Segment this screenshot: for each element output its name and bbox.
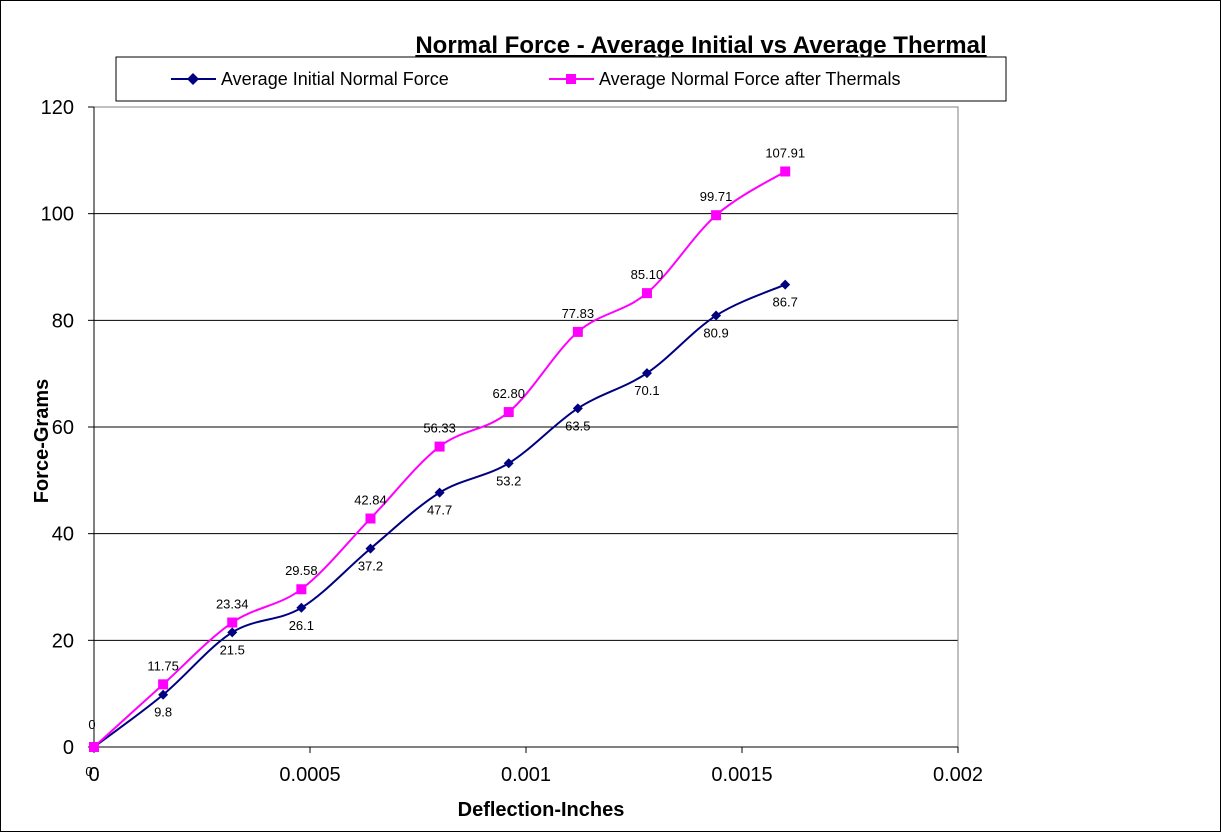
y-tick-label: 80 [52,310,74,332]
data-point-thermal [296,584,307,595]
data-point-initial [572,403,583,414]
data-label-thermal: 23.34 [216,597,249,612]
data-point-thermal [89,742,99,752]
legend-marker-initial [187,73,199,85]
y-tick-label: 120 [41,97,74,119]
data-point-thermal [572,326,583,337]
data-label-initial: 9.8 [154,705,172,720]
legend-label-thermal: Average Normal Force after Thermals [599,69,900,89]
data-point-initial [641,368,652,379]
data-label-thermal: 0 [88,717,95,732]
data-point-thermal [434,441,445,452]
legend-marker-thermal [566,74,576,84]
data-point-initial [434,487,445,498]
data-point-initial [227,627,238,638]
data-label-initial: 86.7 [773,295,798,310]
chart-title: Normal Force - Average Initial vs Averag… [415,32,986,59]
data-label-thermal: 29.58 [285,563,318,578]
data-point-thermal [711,210,722,221]
data-point-initial [158,689,169,700]
data-point-thermal [158,679,169,690]
data-label-initial: 37.2 [358,559,383,574]
legend-label-initial: Average Initial Normal Force [221,69,449,89]
data-point-initial [503,458,514,469]
y-tick-label: 100 [41,204,74,226]
x-tick-label: 0.002 [933,764,983,786]
y-tick-label: 0 [63,737,74,759]
y-tick-label: 40 [52,524,74,546]
x-tick-label: 0.0015 [711,764,772,786]
data-label-thermal: 56.33 [423,421,456,436]
x-tick-label: 0.0005 [279,764,340,786]
data-label-thermal: 99.71 [700,189,733,204]
data-point-initial [711,310,722,321]
data-label-initial: 80.9 [703,326,728,341]
data-point-initial [780,279,791,290]
data-point-thermal [365,513,376,524]
data-label-initial: 26.1 [289,618,314,633]
data-labels: 0 9.8 21.5 26.1 37.2 47.7 53.2 63.5 70.1 80.9 86.7… [85,145,805,779]
data-label-thermal: 11.75 [147,658,179,673]
data-label-thermal: 77.83 [562,306,595,321]
data-label-thermal: 42.84 [354,493,387,508]
data-point-initial [296,602,307,613]
grid-lines [94,106,958,641]
data-point-thermal [503,407,514,418]
data-label-initial: 47.7 [427,503,452,518]
x-axis-ticks: 0 0.0005 0.001 0.0015 0.002 [88,746,983,786]
y-tick-label: 20 [52,630,74,652]
x-axis-title: Deflection-Inches [458,799,625,821]
x-tick-label: 0 [88,764,99,786]
data-label-initial: 70.1 [634,383,659,398]
data-label-initial: 63.5 [565,418,590,433]
data-point-thermal [780,166,791,177]
y-axis-ticks: 0 20 40 60 80 100 120 [41,97,95,759]
data-label-initial: 53.2 [496,473,521,488]
y-axis-title: Force-Grams [31,379,53,504]
y-tick-label: 60 [52,417,74,439]
legend: Average Initial Normal Force Average Nor… [115,56,1007,102]
data-label-thermal: 107.91 [765,145,805,160]
data-point-thermal [227,617,238,628]
data-label-initial: 0 [85,764,92,779]
data-label-initial: 21.5 [220,642,245,657]
series [89,166,791,752]
data-point-thermal [641,288,652,299]
data-point-initial [365,543,376,554]
x-tick-label: 0.001 [501,764,551,786]
data-label-thermal: 85.10 [631,267,664,282]
data-label-thermal: 62.80 [492,386,525,401]
